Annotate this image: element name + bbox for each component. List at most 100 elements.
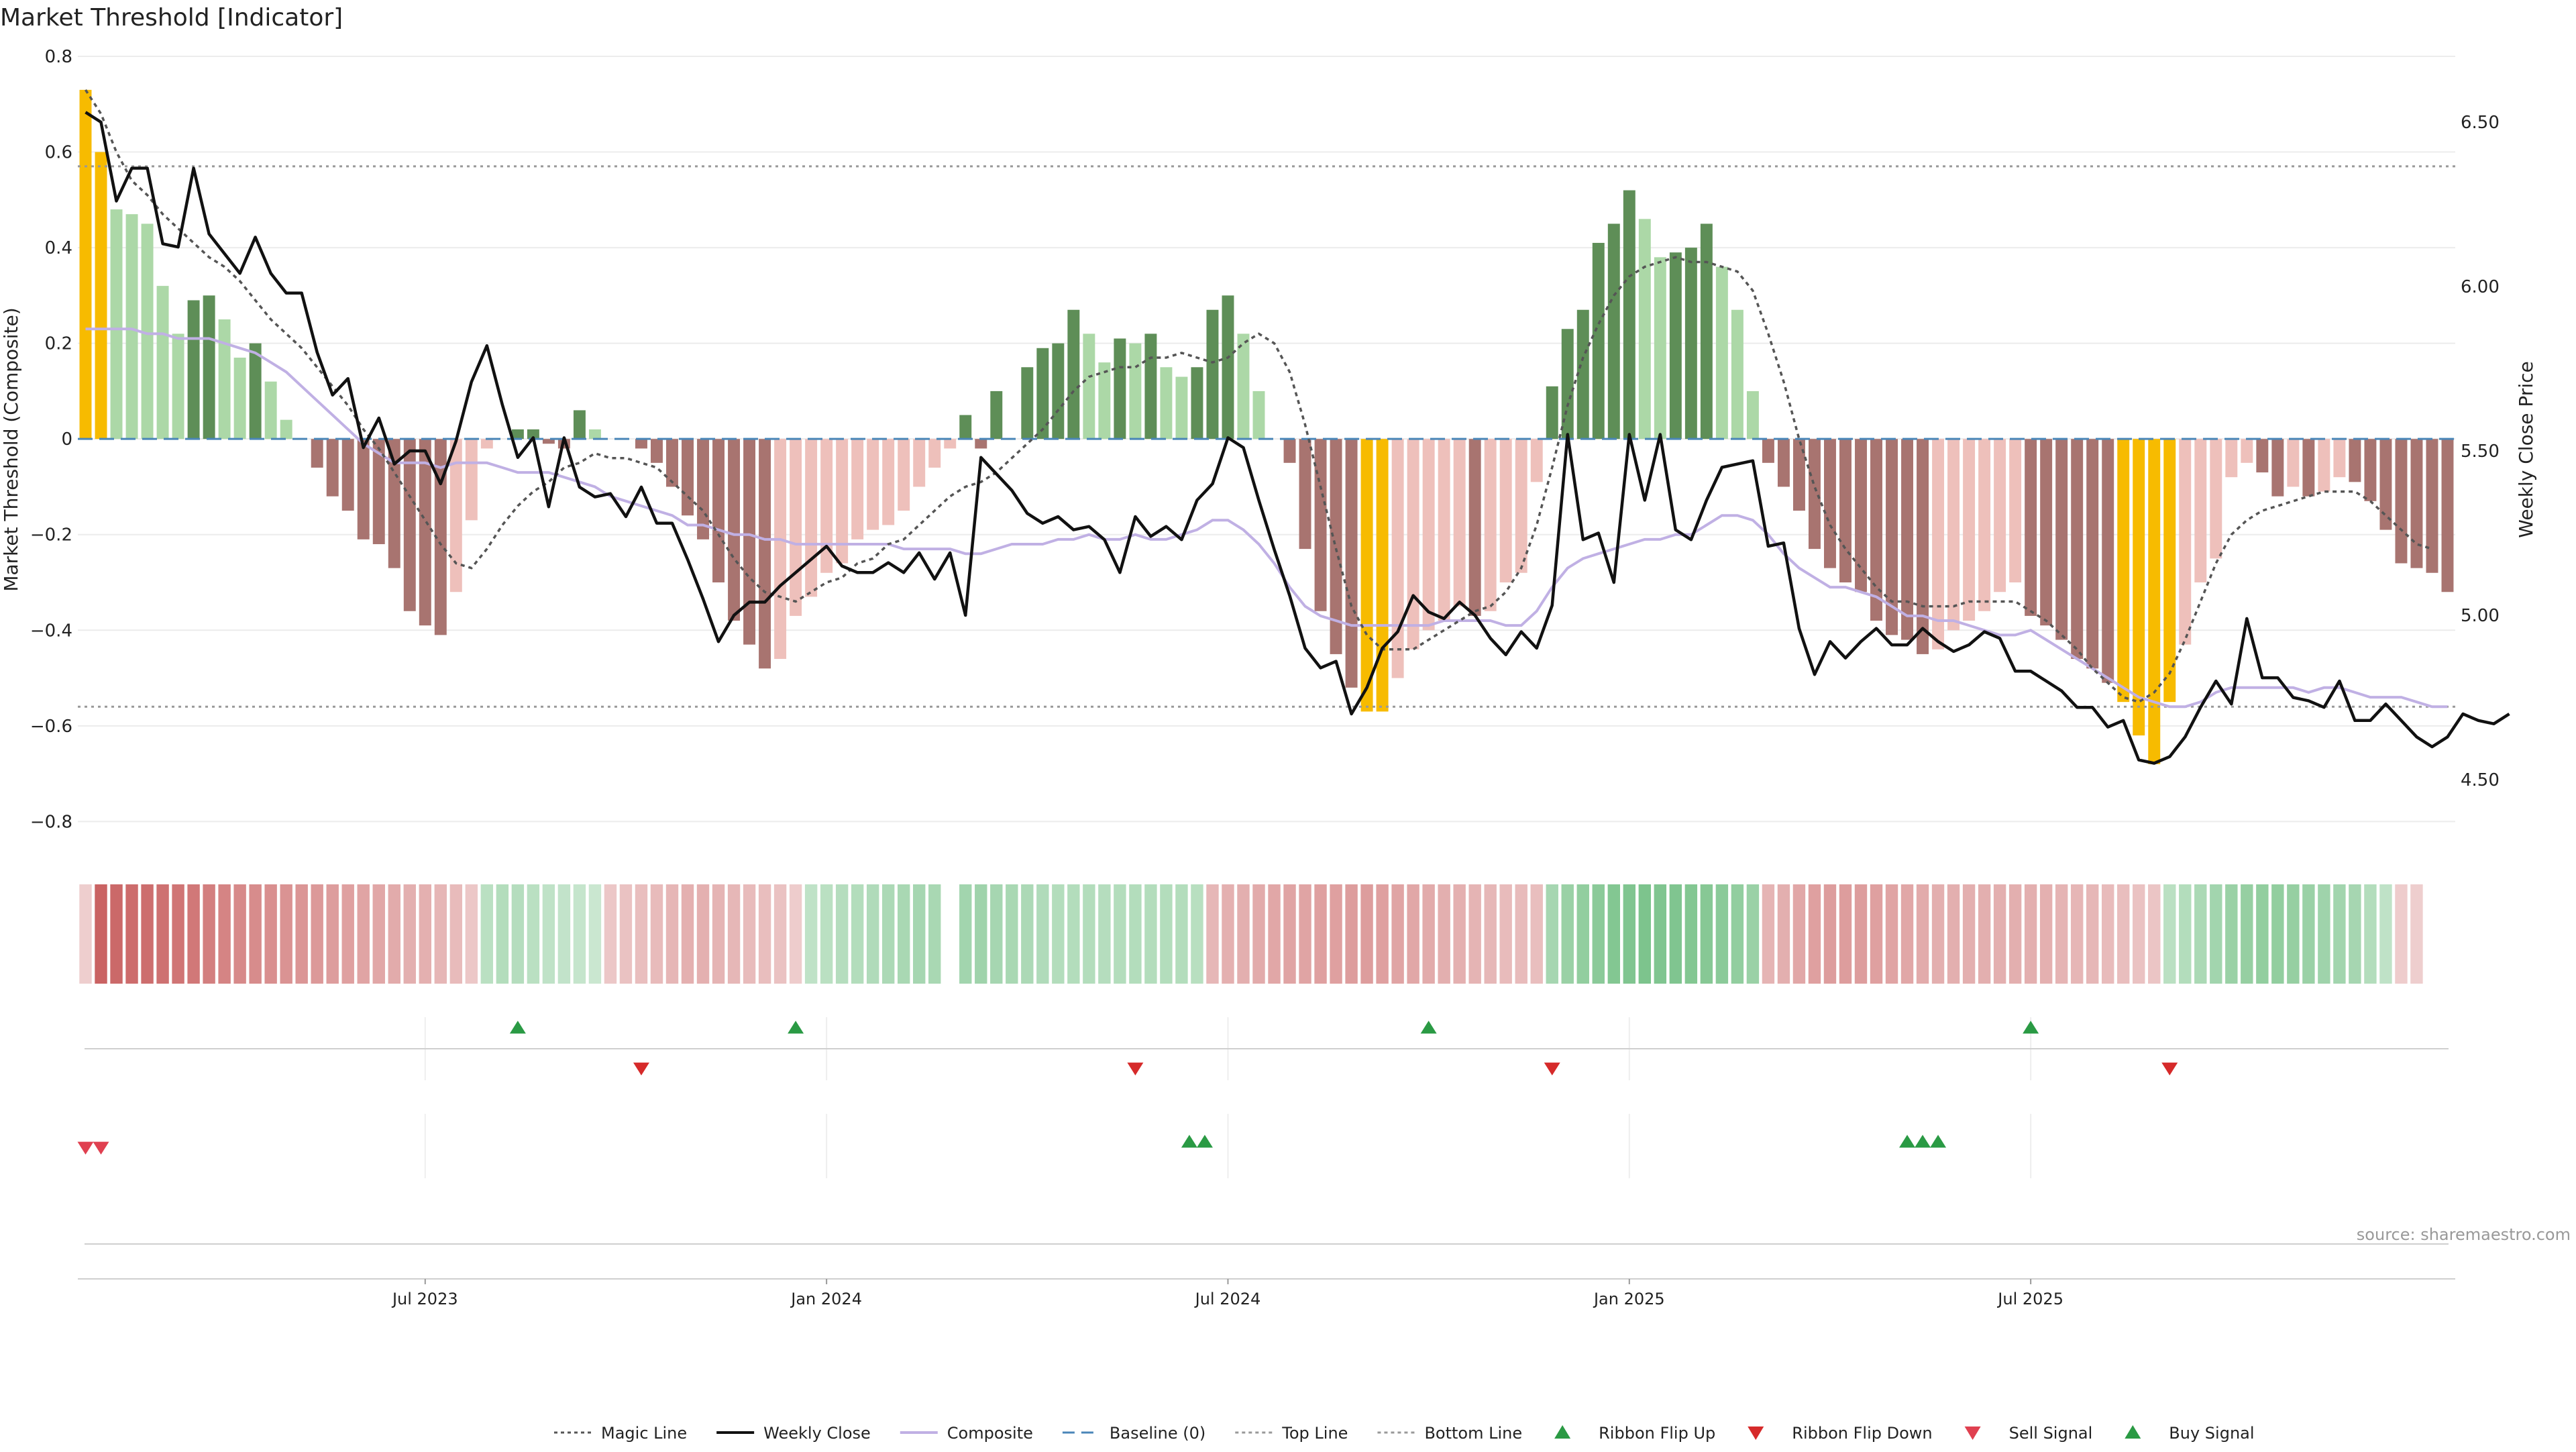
ribbon-cell bbox=[743, 884, 756, 984]
ribbon-cell bbox=[187, 884, 200, 984]
composite-bar bbox=[975, 439, 987, 449]
x-axis: Jul 2023 Jan 2024 Jul 2024 Jan 2025 Jul 2025 bbox=[391, 1279, 2063, 1308]
composite-bar bbox=[2025, 439, 2037, 616]
y-tick-left: 0.2 bbox=[45, 334, 72, 354]
ribbon-cell bbox=[1978, 884, 1991, 984]
ribbon-cell bbox=[1052, 884, 1065, 984]
composite-bar bbox=[1345, 439, 1358, 688]
legend-label: Sell Signal bbox=[2009, 1424, 2093, 1443]
ribbon-cell bbox=[1175, 884, 1188, 984]
ribbon-cell bbox=[295, 884, 308, 984]
composite-bar bbox=[1114, 338, 1126, 439]
y-axis-right-label: Weekly Close Price bbox=[2515, 361, 2537, 537]
composite-bar bbox=[1638, 219, 1651, 439]
magic-line bbox=[85, 89, 2433, 704]
ribbon-cell bbox=[2395, 884, 2408, 984]
composite-bars bbox=[79, 89, 2454, 764]
composite-bar bbox=[1947, 439, 1960, 631]
ribbon-flip-down-marker bbox=[633, 1062, 649, 1076]
ribbon-cell bbox=[1206, 884, 1219, 984]
ribbon-cell bbox=[727, 884, 741, 984]
composite-bar bbox=[1422, 439, 1435, 631]
ribbon-cell bbox=[2133, 884, 2145, 984]
composite-bar bbox=[1530, 439, 1543, 482]
ribbon-cell bbox=[1854, 884, 1868, 984]
ribbon-cell bbox=[203, 884, 215, 984]
ribbon-cell bbox=[1715, 884, 1729, 984]
composite-bar bbox=[156, 286, 169, 439]
ribbon-cell bbox=[2039, 884, 2053, 984]
ribbon-cell bbox=[2349, 884, 2361, 984]
composite-bar bbox=[1886, 439, 1898, 635]
ribbon-cell bbox=[1638, 884, 1652, 984]
ribbon-cell bbox=[1283, 884, 1296, 984]
ribbon-cell bbox=[604, 884, 617, 984]
composite-bar bbox=[2225, 439, 2238, 478]
composite-bar bbox=[465, 439, 478, 521]
ribbon-cell bbox=[1067, 884, 1080, 984]
ribbon-flip-down-marker bbox=[1127, 1062, 1144, 1076]
ribbon-cell bbox=[1391, 884, 1404, 984]
composite-bar bbox=[2426, 439, 2438, 573]
composite-bar bbox=[990, 391, 1003, 439]
ribbon-cell bbox=[1900, 884, 1914, 984]
composite-bar bbox=[1963, 439, 1976, 621]
composite-bar bbox=[449, 439, 462, 592]
composite-bar bbox=[1684, 248, 1697, 439]
composite-bar bbox=[95, 152, 107, 439]
legend-marker bbox=[1554, 1425, 1571, 1439]
x-tick-label: Jul 2025 bbox=[1996, 1290, 2063, 1308]
ribbon-cell bbox=[2024, 884, 2037, 984]
ribbon-cell bbox=[1268, 884, 1281, 984]
y-tick-left: −0.2 bbox=[30, 525, 72, 546]
composite-bar bbox=[341, 439, 354, 511]
composite-bar bbox=[635, 439, 647, 449]
y-tick-left: −0.8 bbox=[30, 812, 72, 832]
composite-bar bbox=[2349, 439, 2361, 482]
ribbon-cell bbox=[1669, 884, 1682, 984]
ribbon-cell bbox=[1962, 884, 1976, 984]
ribbon-cell bbox=[1746, 884, 1760, 984]
ribbon-cell bbox=[1083, 884, 1095, 984]
legend-marker bbox=[1964, 1427, 1981, 1440]
composite-line bbox=[85, 327, 2448, 709]
composite-bar bbox=[2179, 439, 2192, 645]
series-lines bbox=[78, 89, 2510, 765]
composite-bar bbox=[1021, 367, 1034, 439]
composite-bar bbox=[867, 439, 879, 530]
ribbon-cell bbox=[1870, 884, 1883, 984]
composite-bar bbox=[1175, 376, 1188, 439]
ribbon-cell bbox=[557, 884, 571, 984]
y-tick-right: 6.00 bbox=[2461, 277, 2500, 297]
ribbon-cell bbox=[1792, 884, 1806, 984]
composite-bar bbox=[1576, 309, 1589, 439]
ribbon-cell bbox=[2102, 884, 2114, 984]
composite-bar bbox=[2086, 439, 2099, 669]
composite-bar bbox=[1314, 439, 1327, 611]
composite-bar bbox=[1360, 439, 1373, 712]
composite-bar bbox=[2395, 439, 2408, 564]
composite-bar bbox=[1222, 295, 1234, 439]
ribbon-cell bbox=[1576, 884, 1589, 984]
legend-label: Ribbon Flip Down bbox=[1792, 1424, 1932, 1443]
ribbon-cell bbox=[2318, 884, 2330, 984]
ribbon-cell bbox=[2086, 884, 2099, 984]
composite-bar bbox=[2410, 439, 2423, 568]
composite-bar bbox=[851, 439, 864, 539]
ribbon-cell bbox=[1114, 884, 1126, 984]
composite-bar bbox=[187, 300, 200, 439]
composite-bar bbox=[1917, 439, 1929, 654]
composite-bar bbox=[2071, 439, 2084, 660]
composite-bar bbox=[1160, 367, 1173, 439]
ribbon-cell bbox=[573, 884, 586, 984]
ribbon-cell bbox=[712, 884, 725, 984]
composite-bar bbox=[1978, 439, 1991, 611]
composite-bar bbox=[264, 381, 277, 439]
ribbon-cell bbox=[218, 884, 231, 984]
ribbon-cell bbox=[650, 884, 663, 984]
composite-bar bbox=[836, 439, 849, 564]
ribbon-cell bbox=[1808, 884, 1821, 984]
ribbon-flip-up-marker bbox=[2023, 1021, 2039, 1034]
ribbon-cell bbox=[141, 884, 154, 984]
ribbon-cell bbox=[2379, 884, 2392, 984]
